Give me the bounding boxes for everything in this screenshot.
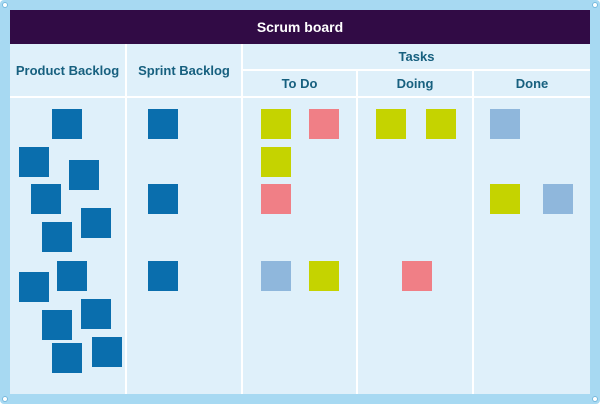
- story-card[interactable]: [148, 109, 178, 139]
- screw-icon: [592, 2, 598, 8]
- column-divider: [241, 44, 243, 394]
- task-card[interactable]: [261, 147, 291, 177]
- task-card[interactable]: [402, 261, 432, 291]
- task-card[interactable]: [261, 184, 291, 214]
- story-card[interactable]: [52, 109, 82, 139]
- tasks-header-divider: [243, 69, 590, 71]
- column-divider: [472, 71, 474, 394]
- story-card[interactable]: [92, 337, 122, 367]
- story-card[interactable]: [19, 272, 49, 302]
- task-card[interactable]: [543, 184, 573, 214]
- column-divider: [356, 71, 358, 394]
- task-card[interactable]: [376, 109, 406, 139]
- story-card[interactable]: [69, 160, 99, 190]
- screw-icon: [2, 396, 8, 402]
- story-card[interactable]: [52, 343, 82, 373]
- task-card[interactable]: [261, 261, 291, 291]
- scrum-board: Scrum board Product Backlog Sprint Backl…: [10, 10, 590, 394]
- header-divider: [10, 96, 590, 98]
- header-sprint-backlog: Sprint Backlog: [138, 62, 230, 78]
- header-tasks: Tasks: [398, 49, 435, 64]
- story-card[interactable]: [57, 261, 87, 291]
- column-divider: [125, 44, 127, 394]
- story-card[interactable]: [81, 299, 111, 329]
- story-card[interactable]: [19, 147, 49, 177]
- task-card[interactable]: [309, 261, 339, 291]
- story-card[interactable]: [42, 222, 72, 252]
- header-todo: To Do: [281, 76, 318, 91]
- header-doing: Doing: [396, 76, 434, 91]
- header-product-backlog: Product Backlog: [15, 62, 120, 78]
- story-card[interactable]: [148, 184, 178, 214]
- task-card[interactable]: [490, 109, 520, 139]
- board-title: Scrum board: [10, 10, 590, 44]
- screw-icon: [592, 396, 598, 402]
- story-card[interactable]: [148, 261, 178, 291]
- task-card[interactable]: [426, 109, 456, 139]
- story-card[interactable]: [42, 310, 72, 340]
- story-card[interactable]: [81, 208, 111, 238]
- header-done: Done: [515, 76, 549, 91]
- task-card[interactable]: [309, 109, 339, 139]
- task-card[interactable]: [261, 109, 291, 139]
- story-card[interactable]: [31, 184, 61, 214]
- screw-icon: [2, 2, 8, 8]
- task-card[interactable]: [490, 184, 520, 214]
